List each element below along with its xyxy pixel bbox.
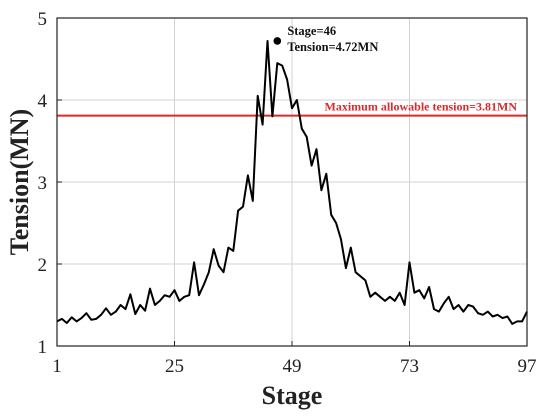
y-tick-label-2: 3 <box>38 173 48 194</box>
y-axis-title: Tension(MN) <box>5 109 34 255</box>
y-tick-label-1: 2 <box>38 255 48 276</box>
x-axis-title: Stage <box>262 381 323 410</box>
x-tick-label-1: 25 <box>165 356 184 377</box>
peak-annotation-stage: Stage=46 <box>287 24 336 38</box>
x-tick-label-0: 1 <box>52 356 62 377</box>
x-tick-label-3: 73 <box>400 356 419 377</box>
x-tick-label-4: 97 <box>518 356 537 377</box>
x-tick-label-2: 49 <box>283 356 302 377</box>
y-tick-label-3: 4 <box>38 91 48 112</box>
axis-ticks: 1 25 49 73 97 1 2 3 4 5 <box>38 9 537 377</box>
peak-annotation-tension: Tension=4.72MN <box>287 40 378 54</box>
reference-line-label: Maximum allowable tension=3.81MN <box>325 100 518 114</box>
peak-marker <box>273 37 282 45</box>
grid <box>57 18 527 346</box>
series-line <box>56 40 528 325</box>
y-tick-label-4: 5 <box>38 9 48 30</box>
y-tick-label-0: 1 <box>38 337 48 358</box>
